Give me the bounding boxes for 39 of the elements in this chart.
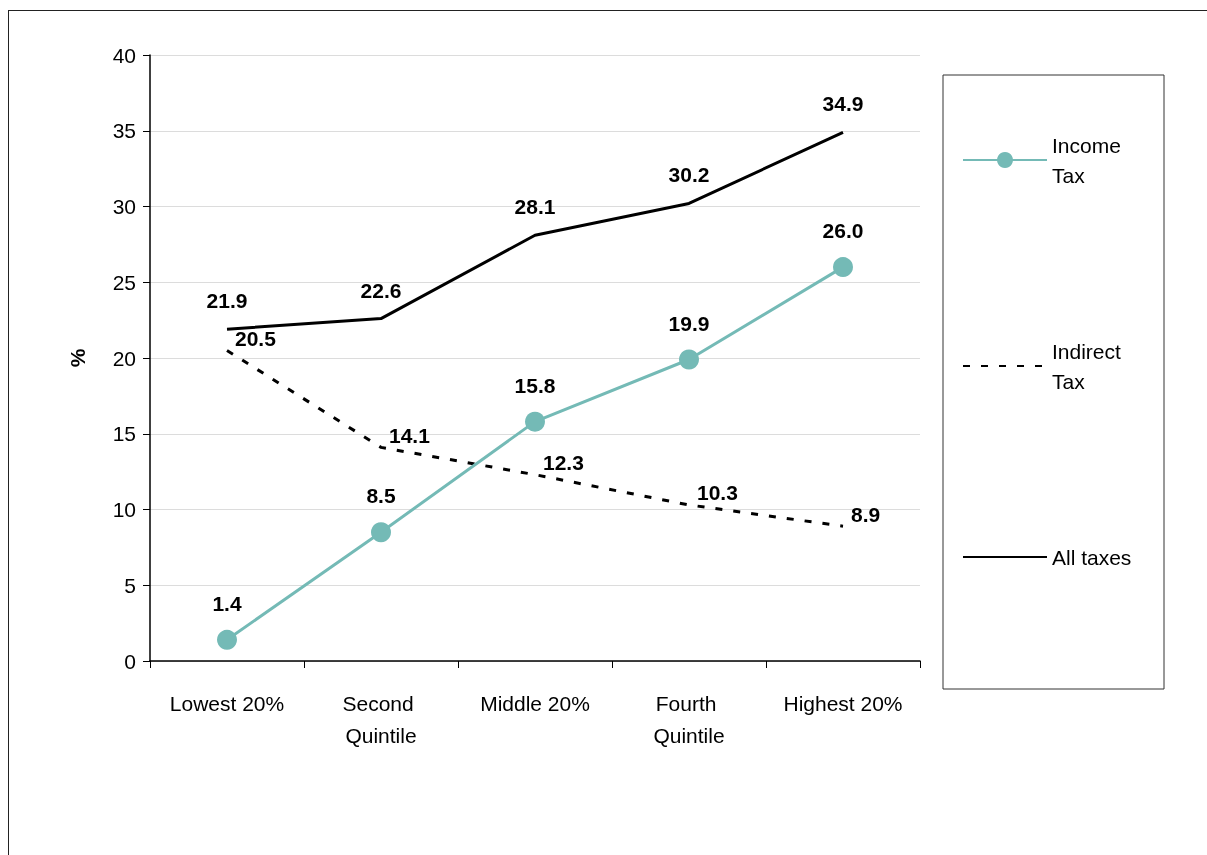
y-axis-title: % [66, 348, 89, 368]
x-tick-label: Lowest 20% [169, 691, 285, 715]
legend-label: Income Tax [1052, 133, 1127, 187]
data-label: 8.5 [366, 484, 396, 508]
data-label: 1.4 [212, 591, 242, 615]
y-tick-label: 35 [112, 119, 136, 143]
data-label: 20.5 [235, 326, 277, 350]
point [833, 257, 853, 278]
y-tick-label: 25 [112, 270, 136, 294]
data-label: 15.8 [514, 373, 556, 397]
point [371, 522, 391, 543]
point [525, 411, 545, 432]
data-label: 28.1 [514, 195, 556, 219]
data-label: 8.9 [851, 502, 881, 526]
line-series [225, 348, 845, 528]
point [679, 349, 699, 370]
data-label: 10.3 [697, 481, 738, 505]
data-label: 22.6 [360, 278, 402, 302]
y-tick-label: 20 [112, 346, 136, 370]
data-label: 14.1 [389, 423, 431, 447]
data-label: 12.3 [543, 451, 584, 475]
data-label: 34.9 [822, 92, 864, 116]
data-label: 26.0 [822, 219, 864, 243]
legend-label: All taxes [1052, 545, 1132, 569]
point [217, 629, 237, 650]
y-tick-label: 30 [112, 195, 136, 218]
x-tick-label: Fourth Quintile [653, 691, 725, 747]
y-tick-label: 10 [112, 498, 136, 521]
y-tick-label: 0 [124, 649, 136, 673]
data-label: 30.2 [668, 163, 710, 187]
legend-label: Indirect Tax [1052, 339, 1127, 393]
x-tick-label: Middle 20% [480, 691, 590, 715]
data-label: 21.9 [206, 289, 248, 313]
y-tick-label: 15 [112, 422, 136, 446]
y-tick-label: 40 [112, 43, 136, 67]
y-tick-label: 5 [124, 573, 136, 597]
x-tick-label: Highest 20% [783, 691, 903, 715]
data-label: 19.9 [668, 311, 710, 335]
x-tick-label: Second Quintile [342, 691, 420, 747]
